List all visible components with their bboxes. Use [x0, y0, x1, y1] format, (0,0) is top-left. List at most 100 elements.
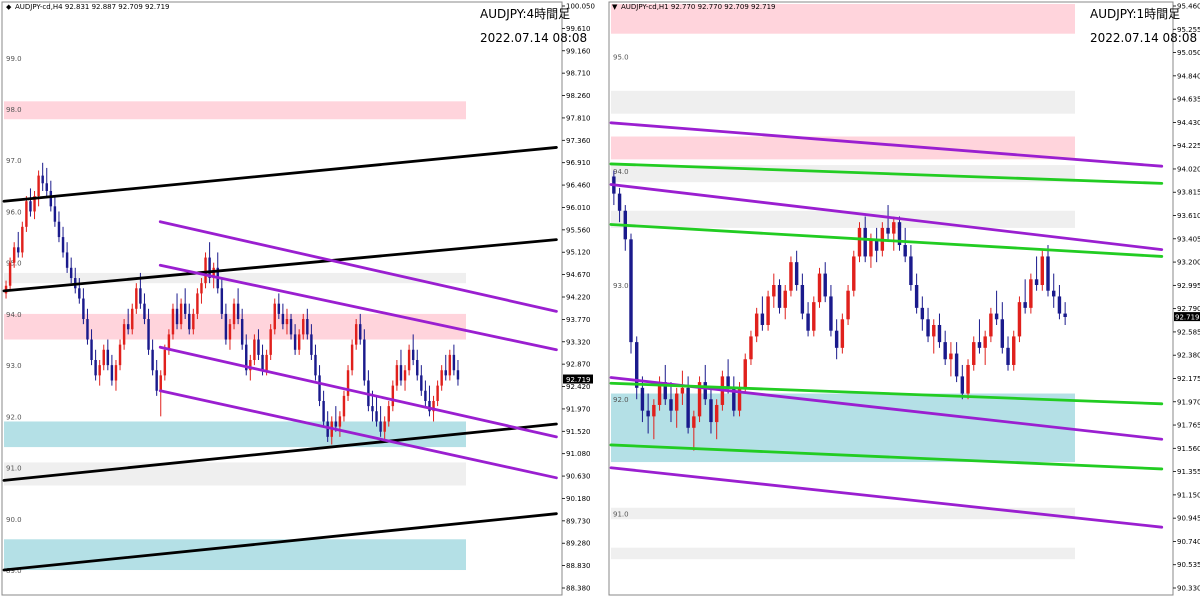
candle-body — [669, 399, 673, 411]
trendline-0 — [2, 146, 558, 203]
candle-body — [53, 206, 57, 222]
zone-1 — [611, 90, 1075, 114]
candle-body — [354, 324, 358, 345]
candle-body — [338, 416, 342, 427]
candle-body — [110, 365, 114, 381]
candle-body — [346, 370, 350, 396]
candle-body — [983, 336, 987, 348]
candle-body — [714, 404, 719, 423]
candle-body — [167, 334, 171, 350]
candle-body — [179, 303, 183, 325]
candle-body — [436, 385, 439, 401]
panel-h4: 99.098.097.096.095.094.093.092.091.090.0… — [1, 1, 595, 596]
price-tick: 96.910 — [566, 159, 591, 167]
candle-body — [652, 404, 656, 417]
price-tick: 88.830 — [566, 562, 591, 570]
candle-body — [281, 313, 285, 325]
candle-body — [306, 319, 309, 335]
level-label: 94.0 — [613, 168, 629, 176]
price-tick: 94.430 — [1177, 119, 1200, 127]
candle-body — [69, 267, 73, 279]
candle-body — [817, 273, 822, 303]
price-tick: 95.560 — [566, 226, 591, 234]
candle-body — [657, 382, 662, 405]
price-tick: 90.180 — [566, 495, 591, 503]
candle-body — [444, 370, 447, 376]
candle-body — [949, 353, 953, 360]
candle-body — [208, 257, 211, 279]
price-tick: 92.995 — [1177, 282, 1200, 290]
candle-body — [57, 221, 61, 238]
candle-body — [94, 360, 97, 376]
candle-body — [25, 201, 28, 227]
level-label: 93.0 — [613, 282, 629, 290]
candle-body — [420, 375, 423, 391]
price-tick: 91.765 — [1177, 422, 1200, 430]
level-label: 98.0 — [6, 106, 22, 114]
candle-body — [686, 387, 690, 428]
candle-body — [783, 290, 787, 308]
candle-body — [766, 296, 770, 325]
candle-body — [674, 393, 679, 411]
candle-body — [943, 342, 947, 360]
plot-frame — [1, 1, 563, 596]
trendline-2 — [2, 422, 558, 482]
symbol-header: AUDJPY-cd,H1 92.770 92.770 92.709 92.719 — [621, 3, 776, 11]
candle-body — [416, 360, 419, 376]
price-tick: 98.260 — [566, 92, 591, 100]
candle-body — [456, 370, 460, 380]
trendline-7 — [158, 389, 558, 480]
candle-body — [800, 285, 805, 314]
candle-body — [914, 285, 919, 308]
candle-body — [289, 319, 293, 335]
level-label: 91.0 — [613, 510, 629, 518]
candle-body — [61, 237, 65, 253]
candle-body — [812, 302, 816, 331]
price-tick: 100.050 — [566, 3, 595, 11]
price-tick: 90.330 — [1177, 585, 1200, 593]
candle-body — [135, 288, 138, 309]
candle-body — [175, 308, 179, 325]
candle-body — [41, 175, 44, 184]
timeframe-title: AUDJPY:1時間足 — [1090, 7, 1180, 21]
candle-body — [411, 349, 415, 361]
level-label: 97.0 — [6, 157, 22, 165]
trendline-3 — [609, 466, 1164, 529]
candle-body — [387, 406, 390, 422]
candle-body — [269, 329, 272, 355]
trendline-1 — [609, 183, 1164, 251]
symbol-header: AUDJPY-cd,H4 92.831 92.887 92.709 92.719 — [15, 3, 170, 11]
zone-0 — [4, 101, 466, 120]
price-tick: 97.810 — [566, 114, 591, 122]
candle-body — [403, 370, 407, 381]
candle-body — [159, 375, 162, 391]
candle-body — [322, 400, 325, 422]
price-tick: 92.175 — [1177, 375, 1200, 383]
candle-body — [200, 283, 203, 294]
level-label: 89.0 — [6, 567, 22, 575]
candle-body — [857, 227, 862, 257]
candle-body — [318, 375, 321, 401]
level-label: 96.0 — [6, 208, 22, 216]
price-tick: 93.405 — [1177, 235, 1200, 243]
trendline-layer — [609, 121, 1164, 529]
plot-frame — [608, 1, 1174, 596]
candle-body — [772, 285, 776, 297]
price-tick: 95.050 — [1177, 49, 1200, 57]
candle-body — [863, 227, 867, 257]
candle-body — [754, 313, 759, 337]
price-tick: 94.840 — [1177, 72, 1200, 80]
candle-body — [155, 370, 158, 391]
candle-body — [102, 349, 105, 366]
candle-body — [314, 354, 317, 376]
candle-body — [232, 303, 236, 325]
candle-body — [760, 313, 765, 325]
trendline-7 — [609, 443, 1164, 471]
candle-body — [212, 267, 215, 279]
price-tick: 95.120 — [566, 249, 591, 257]
candle-body — [709, 399, 713, 423]
candle-body — [629, 239, 633, 343]
candle-body — [375, 411, 378, 422]
candle-body — [192, 313, 195, 330]
candle-body — [106, 349, 110, 366]
